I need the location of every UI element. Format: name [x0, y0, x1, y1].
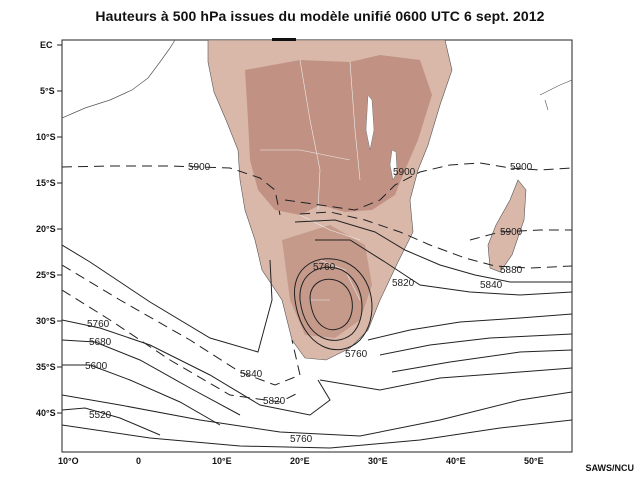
south-america-land: [62, 40, 176, 119]
latitude-labels: EC 5°S 10°S 15°S 20°S 25°S 30°S 35°S 40°…: [36, 40, 56, 418]
contour-low-ring-2: [299, 266, 363, 341]
longitude-label: 50°E: [524, 456, 544, 466]
contour-south-2: [62, 391, 572, 437]
credit-label: SAWS/NCU: [585, 463, 634, 473]
latitude-label: 15°S: [36, 178, 56, 188]
contour-label: 5760: [313, 262, 336, 273]
contour-label: 5600: [85, 361, 108, 372]
latitude-label: 30°S: [36, 316, 56, 326]
contour-south-1: [319, 367, 572, 391]
longitude-label: 40°E: [446, 456, 466, 466]
coastline-northeast: [539, 79, 572, 111]
contour-west-5840: [62, 264, 301, 386]
latitude-label: 10°S: [36, 132, 56, 142]
contour-south-3: [62, 419, 572, 449]
longitude-label: 10°E: [212, 456, 232, 466]
contour-label: 5820: [392, 278, 415, 289]
contour-west-5760: [62, 319, 331, 416]
longitude-label: 20°E: [290, 456, 310, 466]
height-contours: [62, 162, 572, 449]
contour-west-5820: [62, 289, 301, 403]
contour-label: 5900: [510, 162, 533, 173]
contour-west-5680: [62, 339, 241, 416]
latitude-label: EC: [40, 40, 53, 50]
contour-low-ring-1: [294, 258, 373, 350]
contour-label: 5760: [345, 349, 368, 360]
contour-label: 5900: [500, 227, 523, 238]
lake-malawi: [389, 149, 398, 181]
contour-label: 5840: [240, 369, 263, 380]
map-title: Hauteurs à 500 hPa issues du modèle unif…: [95, 8, 545, 24]
latitude-label: 25°S: [36, 270, 56, 280]
contour-label: 5900: [393, 167, 416, 178]
land-shading: [62, 40, 572, 361]
contour-labels: 5900 5900 5900 5900 5880 5840 5820 5760 …: [85, 162, 533, 445]
contour-label: 5760: [290, 434, 313, 445]
longitude-labels: 10°O 0 10°E 20°E 30°E 40°E 50°E: [58, 456, 544, 466]
contour-label: 5900: [188, 162, 211, 173]
latitude-ticks: [57, 44, 62, 414]
contour-5760-east: [367, 313, 572, 341]
contour-5820: [315, 239, 572, 296]
contour-5900-east: [469, 229, 572, 241]
contour-5900: [62, 162, 572, 216]
contour-east-3: [391, 349, 572, 373]
africa-highlands: [245, 55, 432, 215]
latitude-label: 5°S: [40, 86, 55, 96]
contour-west-5520: [62, 407, 161, 436]
contour-low-ring-3: [309, 278, 353, 331]
lake-tanganyika: [365, 94, 375, 151]
contour-label: 5820: [263, 396, 286, 407]
longitude-label: 10°O: [58, 456, 79, 466]
equator-marker: [272, 38, 296, 41]
latitude-label: 40°S: [36, 408, 56, 418]
longitude-label: 30°E: [368, 456, 388, 466]
madagascar-land: [487, 179, 527, 273]
contour-label: 5840: [480, 280, 503, 291]
latitude-label: 35°S: [36, 362, 56, 372]
contour-label: 5680: [89, 337, 112, 348]
contour-label: 5760: [87, 319, 110, 330]
contour-label: 5880: [500, 265, 523, 276]
contour-east-2: [379, 333, 572, 356]
contour-west-curve: [62, 244, 273, 353]
contour-west-5600: [62, 364, 221, 426]
africa-south-interior: [282, 225, 372, 338]
contour-5880: [299, 211, 572, 269]
longitude-label: 0: [136, 456, 141, 466]
contour-5840: [294, 219, 572, 283]
contour-label: 5520: [89, 410, 112, 421]
country-borders: [260, 59, 361, 301]
latitude-label: 20°S: [36, 224, 56, 234]
